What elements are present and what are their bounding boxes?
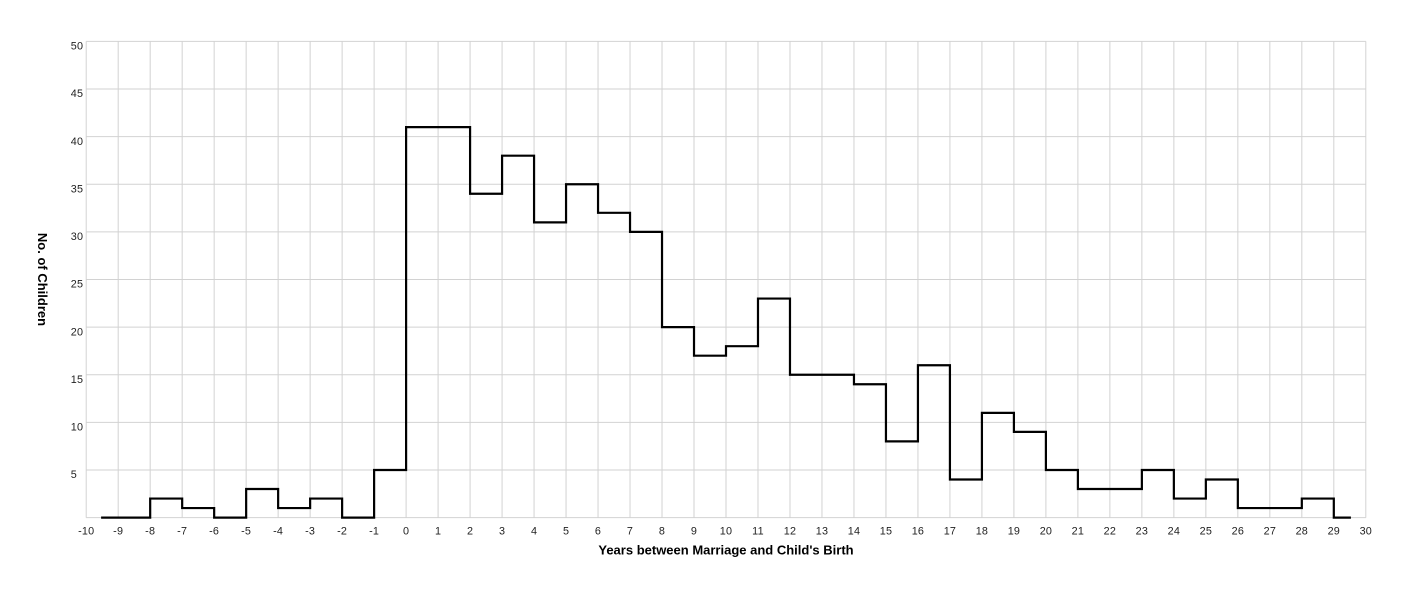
svg-text:-9: -9 [113,525,123,537]
svg-text:0: 0 [403,525,409,537]
svg-text:35: 35 [71,183,83,195]
svg-text:-1: -1 [369,525,379,537]
svg-text:10: 10 [71,422,83,434]
svg-text:9: 9 [691,525,697,537]
svg-text:40: 40 [71,136,83,148]
svg-text:6: 6 [595,525,601,537]
svg-text:-6: -6 [209,525,219,537]
svg-text:45: 45 [71,88,83,100]
svg-text:-5: -5 [241,525,251,537]
svg-text:-4: -4 [273,525,283,537]
svg-text:25: 25 [71,279,83,291]
svg-text:25: 25 [1200,525,1212,537]
svg-text:50: 50 [71,41,83,53]
svg-text:20: 20 [1040,525,1052,537]
svg-text:18: 18 [976,525,988,537]
svg-text:30: 30 [1360,525,1372,537]
svg-text:27: 27 [1264,525,1276,537]
svg-text:16: 16 [912,525,924,537]
svg-text:28: 28 [1296,525,1308,537]
svg-text:3: 3 [499,525,505,537]
svg-text:24: 24 [1168,525,1180,537]
svg-text:22: 22 [1104,525,1116,537]
svg-text:10: 10 [720,525,732,537]
svg-text:-3: -3 [305,525,315,537]
svg-text:15: 15 [880,525,892,537]
svg-text:-2: -2 [337,525,347,537]
svg-text:26: 26 [1232,525,1244,537]
svg-text:20: 20 [71,326,83,338]
svg-text:8: 8 [659,525,665,537]
svg-text:30: 30 [71,231,83,243]
svg-text:12: 12 [784,525,796,537]
svg-text:Years between Marriage and Chi: Years between Marriage and Child's Birth [598,543,853,558]
svg-text:-10: -10 [78,525,94,537]
svg-text:17: 17 [944,525,956,537]
svg-text:4: 4 [531,525,537,537]
svg-text:19: 19 [1008,525,1020,537]
svg-text:No. of Children: No. of Children [35,233,50,326]
svg-text:23: 23 [1136,525,1148,537]
svg-text:21: 21 [1072,525,1084,537]
svg-text:11: 11 [752,525,764,537]
svg-text:5: 5 [71,469,77,481]
svg-text:2: 2 [467,525,473,537]
svg-text:5: 5 [563,525,569,537]
svg-text:15: 15 [71,374,83,386]
svg-text:13: 13 [816,525,828,537]
svg-text:29: 29 [1328,525,1340,537]
svg-text:7: 7 [627,525,633,537]
svg-text:1: 1 [435,525,441,537]
svg-text:-7: -7 [177,525,187,537]
svg-text:14: 14 [848,525,860,537]
svg-text:-8: -8 [145,525,155,537]
